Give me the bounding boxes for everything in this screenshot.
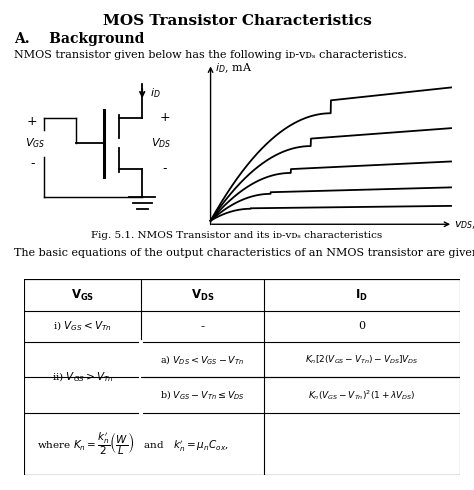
Text: Fig. 5.1. NMOS Transistor and its iᴅ-vᴅₛ characteristics: Fig. 5.1. NMOS Transistor and its iᴅ-vᴅₛ… xyxy=(91,231,383,240)
Text: $V_{DS}$: $V_{DS}$ xyxy=(151,136,171,150)
Text: $\mathbf{I_D}$: $\mathbf{I_D}$ xyxy=(355,288,368,302)
Text: $\mathbf{V_{GS}}$: $\mathbf{V_{GS}}$ xyxy=(71,288,94,302)
Text: $i_D$, mA: $i_D$, mA xyxy=(215,61,252,75)
Text: $\mathbf{V_{DS}}$: $\mathbf{V_{DS}}$ xyxy=(191,288,214,302)
Text: 0: 0 xyxy=(358,321,365,331)
Text: NMOS transistor given below has the following iᴅ-vᴅₛ characteristics.: NMOS transistor given below has the foll… xyxy=(14,50,407,60)
Text: $v_{DS}$, volts: $v_{DS}$, volts xyxy=(454,218,474,231)
Text: A.    Background: A. Background xyxy=(14,32,145,46)
Text: -: - xyxy=(201,320,205,333)
Text: a) $V_{DS} < V_{GS} - V_{Tn}$: a) $V_{DS} < V_{GS} - V_{Tn}$ xyxy=(160,353,245,366)
Text: ii) $V_{GS} > V_{Tn}$: ii) $V_{GS} > V_{Tn}$ xyxy=(52,370,114,384)
Text: The basic equations of the output characteristics of an NMOS transistor are give: The basic equations of the output charac… xyxy=(14,248,474,258)
Text: -: - xyxy=(30,157,35,170)
Text: where $K_n = \dfrac{k_n^\prime}{2}\left(\dfrac{W}{L}\right)$   and   $k_n^\prime: where $K_n = \dfrac{k_n^\prime}{2}\left(… xyxy=(37,431,228,457)
Text: +: + xyxy=(27,115,37,128)
Text: $K_n(V_{GS}-V_{Tn})^2(1+\lambda V_{DS})$: $K_n(V_{GS}-V_{Tn})^2(1+\lambda V_{DS})$ xyxy=(308,388,416,402)
Text: MOS Transistor Characteristics: MOS Transistor Characteristics xyxy=(102,14,372,28)
Text: +: + xyxy=(160,111,170,124)
Text: i) $V_{GS} < V_{Tn}$: i) $V_{GS} < V_{Tn}$ xyxy=(53,319,112,333)
Text: b) $V_{GS} - V_{Tn} \leq V_{DS}$: b) $V_{GS} - V_{Tn} \leq V_{DS}$ xyxy=(160,389,245,401)
Text: -: - xyxy=(163,162,167,175)
Text: $V_{GS}$: $V_{GS}$ xyxy=(25,136,45,150)
Text: $K_n[2(V_{GS}-V_{Tn})-V_{DS}]V_{DS}$: $K_n[2(V_{GS}-V_{Tn})-V_{DS}]V_{DS}$ xyxy=(305,353,419,366)
Text: $i_D$: $i_D$ xyxy=(150,86,161,99)
